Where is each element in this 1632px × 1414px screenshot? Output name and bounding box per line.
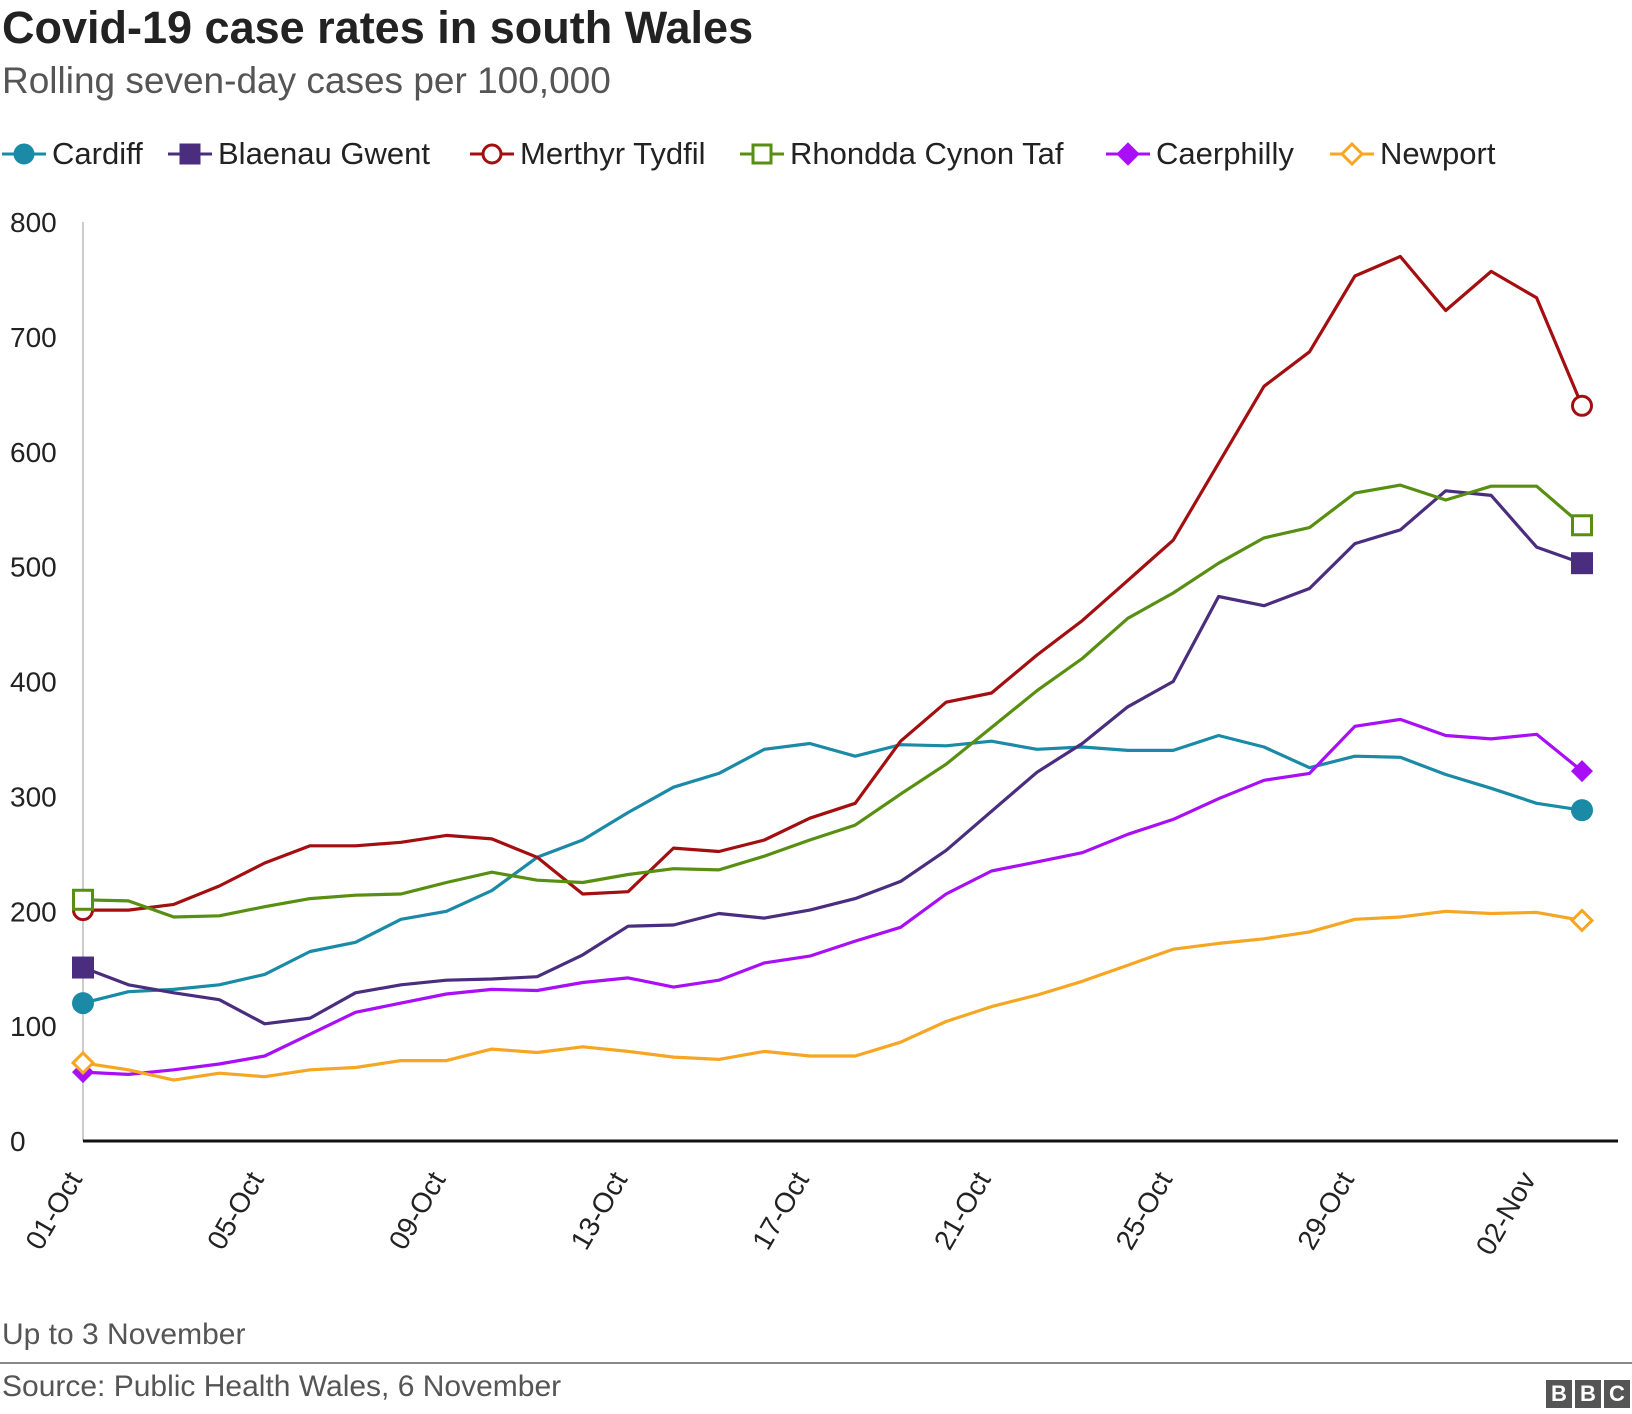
x-tick-label: 21-Oct — [928, 1166, 997, 1254]
legend-label-newport: Newport — [1380, 136, 1496, 171]
marker-cardiff — [1571, 799, 1593, 822]
legend-marker-caerphilly — [1106, 142, 1150, 166]
legend-item-newport: Newport — [1330, 132, 1495, 176]
y-tick-label: 400 — [10, 667, 57, 698]
line-chart: 0 100 200 300 400 500 600 700 800 01-Oct 05-Oct 09-… — [10, 207, 1618, 1261]
x-tick-label: 01-Oct — [19, 1166, 88, 1254]
marker-blaenau-gwent — [72, 956, 94, 979]
x-tick-label: 02-Nov — [1470, 1167, 1542, 1261]
series-line-cardiff — [81, 733, 1584, 1005]
bbc-logo-letter: B — [1575, 1380, 1601, 1408]
x-tick-label: 13-Oct — [564, 1166, 633, 1254]
y-tick-label: 0 — [10, 1126, 26, 1157]
footnote: Up to 3 November — [2, 1318, 246, 1351]
marker-rhondda-cynon-taf — [72, 888, 94, 911]
legend-marker-merthyr-tydfil — [470, 143, 514, 165]
bbc-logo-letter: B — [1546, 1380, 1572, 1408]
legend-label-rhondda-cynon-taf: Rhondda Cynon Taf — [790, 136, 1064, 171]
series-line-rhondda-cynon-taf — [81, 483, 1584, 919]
y-tick-label: 300 — [10, 781, 57, 812]
legend-label-caerphilly: Caerphilly — [1156, 136, 1294, 171]
x-tick-label: 29-Oct — [1291, 1166, 1360, 1254]
y-tick-label: 100 — [10, 1011, 57, 1042]
marker-caerphilly — [1571, 760, 1593, 783]
series-line-caerphilly — [81, 717, 1584, 1077]
bbc-logo: B B C — [1546, 1380, 1630, 1408]
legend-item-merthyr-tydfil: Merthyr Tydfil — [470, 132, 705, 176]
series-line-merthyr-tydfil — [81, 254, 1584, 912]
y-tick-label: 600 — [10, 437, 57, 468]
marker-rhondda-cynon-taf — [1571, 514, 1593, 537]
y-tick-label: 700 — [10, 322, 57, 353]
x-tick-label: 17-Oct — [746, 1166, 815, 1254]
marker-blaenau-gwent — [1571, 552, 1593, 575]
chart-title: Covid-19 case rates in south Wales — [2, 2, 754, 53]
legend-item-caerphilly: Caerphilly — [1106, 132, 1294, 176]
source-note: Source: Public Health Wales, 6 November — [2, 1370, 562, 1403]
legend-label-cardiff: Cardiff — [52, 136, 143, 171]
legend-label-merthyr-tydfil: Merthyr Tydfil — [520, 136, 706, 171]
legend-marker-blaenau-gwent — [168, 143, 212, 165]
chart-subtitle: Rolling seven-day cases per 100,000 — [2, 60, 611, 101]
x-tick-label: 05-Oct — [201, 1166, 270, 1254]
legend-item-blaenau-gwent: Blaenau Gwent — [168, 132, 430, 176]
legend: Cardiff Blaenau Gwent Merthyr Tydfil Rho… — [0, 132, 1632, 176]
legend-item-rhondda-cynon-taf: Rhondda Cynon Taf — [740, 132, 1063, 176]
legend-label-blaenau-gwent: Blaenau Gwent — [218, 136, 430, 171]
y-tick-label: 200 — [10, 896, 57, 927]
legend-marker-cardiff — [2, 143, 46, 165]
y-tick-label: 500 — [10, 552, 57, 583]
y-tick-label: 800 — [10, 207, 57, 238]
marker-merthyr-tydfil — [1571, 394, 1593, 417]
legend-item-cardiff: Cardiff — [2, 132, 143, 176]
x-tick-label: 25-Oct — [1110, 1166, 1179, 1254]
bbc-logo-letter: C — [1604, 1380, 1630, 1408]
marker-newport — [70, 1050, 96, 1076]
x-tick-label: 09-Oct — [383, 1166, 452, 1254]
legend-marker-rhondda-cynon-taf — [740, 143, 784, 165]
footer-divider — [0, 1362, 1632, 1364]
legend-marker-newport — [1330, 141, 1374, 167]
series-line-newport — [81, 909, 1584, 1082]
marker-newport — [1569, 908, 1595, 933]
series-line-blaenau-gwent — [81, 489, 1584, 1026]
marker-cardiff — [72, 992, 94, 1015]
